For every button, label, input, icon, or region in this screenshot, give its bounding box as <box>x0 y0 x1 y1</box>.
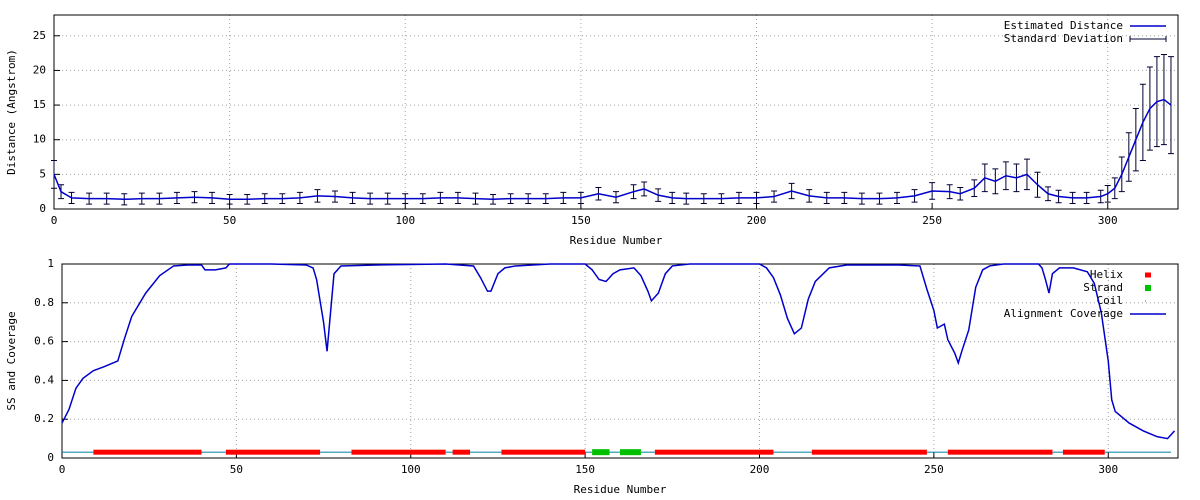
ss-segment <box>609 451 620 453</box>
ss-segment <box>585 451 593 453</box>
x-tick-label: 150 <box>571 214 591 227</box>
y-tick-label: 5 <box>39 167 46 180</box>
coverage-line <box>61 263 1176 440</box>
x-tick-label: 50 <box>223 214 236 227</box>
y-axis-label: Distance (Angstrom) <box>5 49 18 175</box>
x-tick-label: 0 <box>51 214 58 227</box>
distance-line <box>53 98 1172 201</box>
y-tick-label: 0.2 <box>34 412 54 425</box>
legend-swatch <box>1145 272 1151 278</box>
y-tick-label: 0 <box>47 451 54 464</box>
y-tick-label: 1 <box>47 257 54 270</box>
ss-segment <box>201 451 226 453</box>
y-tick-label: 10 <box>33 133 46 146</box>
ss-segment <box>773 451 812 453</box>
x-axis-label: Residue Number <box>574 483 667 496</box>
legend-swatch <box>1145 300 1146 302</box>
ss-segment <box>1062 449 1105 455</box>
ss-segment <box>470 451 502 453</box>
x-tick-label: 300 <box>1098 214 1118 227</box>
y-tick-label: 20 <box>33 63 46 76</box>
ss-segment <box>62 451 94 453</box>
legend-label: Coil <box>1097 294 1124 307</box>
ss-segment <box>93 449 202 455</box>
x-tick-label: 100 <box>401 463 421 476</box>
x-tick-label: 100 <box>395 214 415 227</box>
legend-swatch <box>1129 36 1167 42</box>
x-tick-label: 50 <box>230 463 243 476</box>
ss-segment <box>445 451 453 453</box>
ss-segment <box>501 449 586 455</box>
ss-segment <box>320 451 352 453</box>
ss-segment <box>1104 451 1172 453</box>
y-tick-label: 0 <box>39 202 46 215</box>
x-tick-label: 150 <box>575 463 595 476</box>
y-tick-label: 0.8 <box>34 296 54 309</box>
x-tick-label: 300 <box>1098 463 1118 476</box>
error-bar <box>51 160 57 189</box>
ss-segment <box>1052 451 1063 453</box>
y-tick-label: 15 <box>33 98 46 111</box>
legend-label: Helix <box>1090 268 1123 281</box>
y-tick-label: 0.4 <box>34 373 54 386</box>
x-tick-label: 200 <box>750 463 770 476</box>
legend-label: Estimated Distance <box>1004 19 1123 32</box>
ss-segment <box>351 449 446 455</box>
legend-label: Alignment Coverage <box>1004 307 1123 320</box>
ss-segment <box>654 449 774 455</box>
x-tick-label: 200 <box>747 214 767 227</box>
ss-segment <box>926 451 948 453</box>
plot-border <box>53 14 1179 210</box>
ss-segment <box>225 449 321 455</box>
legend-label: Standard Deviation <box>1004 32 1123 45</box>
y-tick-label: 25 <box>33 29 46 42</box>
x-tick-label: 250 <box>922 214 942 227</box>
y-tick-label: 0.6 <box>34 335 54 348</box>
legend-label: Strand <box>1083 281 1123 294</box>
ss-segment <box>592 449 610 456</box>
legend-swatch <box>1145 285 1151 291</box>
y-axis-label: SS and Coverage <box>5 311 18 410</box>
ss-segment <box>811 449 927 455</box>
ss-segment <box>947 449 1053 455</box>
ss-segment <box>452 449 471 455</box>
x-tick-label: 250 <box>924 463 944 476</box>
x-axis-label: Residue Number <box>570 234 663 247</box>
ss-segment <box>620 449 641 456</box>
plot-border <box>61 263 1179 459</box>
x-tick-label: 0 <box>59 463 66 476</box>
ss-segment <box>640 451 655 453</box>
